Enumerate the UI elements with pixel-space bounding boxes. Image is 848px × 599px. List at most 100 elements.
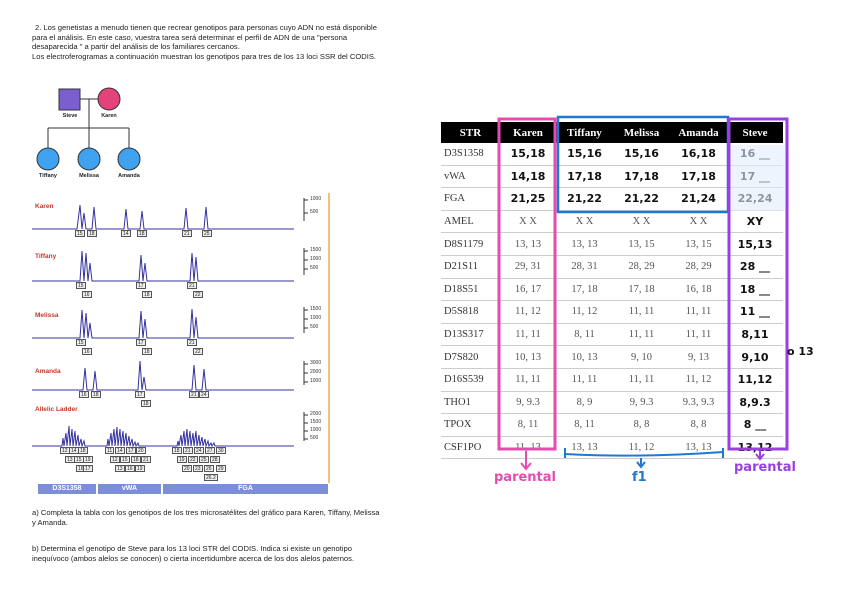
ladder-box: 19 xyxy=(177,456,187,463)
genotype-cell: 11, 12 xyxy=(556,300,613,324)
allele-box: 18 xyxy=(142,348,152,355)
scale-melissa: 1500 1000 500 xyxy=(310,306,322,330)
genotype-cell: 17,18 xyxy=(556,165,613,189)
pedigree-label-tiffany: Tiffany xyxy=(39,173,57,179)
pedigree-label-karen: Karen xyxy=(101,113,117,119)
table-row: CSF1PO 11, 13 13, 13 11, 12 13, 13 13,12 xyxy=(441,436,783,460)
str-locus-cell: TPOX xyxy=(441,413,500,437)
ladder-box: 24 xyxy=(194,447,204,454)
genotype-cell: 8, 9 xyxy=(556,391,613,415)
ladder-box: 22 xyxy=(188,456,198,463)
ladder-box: 13 xyxy=(115,465,125,472)
str-locus-cell: D7S820 xyxy=(441,345,500,369)
pedigree-lines xyxy=(36,87,141,171)
epg-row-label-amanda: Amanda xyxy=(35,368,61,375)
table-header-row: STR Karen Tiffany Melissa Amanda Steve xyxy=(441,122,783,143)
header-str: STR xyxy=(441,122,500,143)
steve-genotype-cell: 28 __ xyxy=(727,255,783,279)
genotype-cell: 11, 11 xyxy=(500,323,556,347)
str-locus-cell: THO1 xyxy=(441,391,500,415)
intro-text: 2. Los genetistas a menudo tienen que re… xyxy=(32,23,380,61)
pedigree: Steve Karen Tiffany Melissa Amanda xyxy=(30,86,190,186)
ladder-box: 17 xyxy=(83,465,93,472)
genotype-cell: 11, 11 xyxy=(556,368,613,392)
epg-row-label-karen: Karen xyxy=(35,203,54,210)
str-locus-cell: D16S539 xyxy=(441,368,500,392)
allele-box: 16 xyxy=(79,391,89,398)
male-square xyxy=(58,88,81,111)
ladder-box: 23 xyxy=(193,465,203,472)
steve-genotype-cell: 11,12 xyxy=(727,368,783,392)
allele-box: 16 xyxy=(82,348,92,355)
genotype-cell: 8, 8 xyxy=(670,413,727,437)
allele-box: 18 xyxy=(137,230,147,237)
ladder-box: 20 xyxy=(182,465,192,472)
ladder-box: 18 xyxy=(78,447,88,454)
ladder-box: 11 xyxy=(105,447,115,454)
table-row: THO1 9, 9.3 8, 9 9, 9.3 9.3, 9.3 8,9.3 xyxy=(441,391,783,415)
genotype-cell: 21,22 xyxy=(613,187,670,211)
table-row: D21S11 29, 31 28, 31 28, 29 28, 29 28 __ xyxy=(441,255,783,279)
genotype-cell: 21,25 xyxy=(500,187,556,211)
genotype-cell: 16,18 xyxy=(670,143,727,166)
ladder-box: 30 xyxy=(216,447,226,454)
genotype-cell: 11, 11 xyxy=(613,323,670,347)
ladder-box: 25 xyxy=(199,456,209,463)
scale-amanda: 3000 2000 1000 xyxy=(310,360,322,384)
genotype-cell: X X xyxy=(670,210,727,234)
steve-genotype-cell: 22,24 xyxy=(727,187,783,211)
female-circle xyxy=(97,87,121,111)
question-a: a) Completa la tabla con los genotipos d… xyxy=(32,508,380,527)
str-locus-cell: D18S51 xyxy=(441,278,500,302)
scale-karen: 1000 500 xyxy=(310,196,322,215)
str-locus-cell: AMEL xyxy=(441,210,500,234)
allele-box: 14 xyxy=(121,230,131,237)
genotype-cell: 11, 12 xyxy=(670,368,727,392)
allele-box: 18 xyxy=(142,291,152,298)
allele-box: 21 xyxy=(187,282,197,289)
genotype-cell: 8, 11 xyxy=(556,413,613,437)
genotype-cell: X X xyxy=(613,210,670,234)
label-parental-karen: parental xyxy=(494,470,557,485)
genotype-cell: 28, 29 xyxy=(613,255,670,279)
genotype-cell: 11, 11 xyxy=(670,300,727,324)
header-steve: Steve xyxy=(727,122,783,143)
str-locus-cell: FGA xyxy=(441,187,500,211)
ladder-box: 21 xyxy=(183,447,193,454)
genotype-cell: 13, 13 xyxy=(556,232,613,256)
steve-genotype-cell: 18 __ xyxy=(727,278,783,302)
ladder-box: 19 xyxy=(83,456,93,463)
genotype-cell: 21,24 xyxy=(670,187,727,211)
pedigree-label-steve: Steve xyxy=(62,113,78,119)
ladder-box: 12 xyxy=(110,456,120,463)
steve-genotype-cell: 8 __ xyxy=(727,413,783,437)
pedigree-label-melissa: Melissa xyxy=(79,173,99,179)
allele-box: 24 xyxy=(199,391,209,398)
ladder-box: 20 xyxy=(136,447,146,454)
genotype-cell: 11, 12 xyxy=(613,436,670,460)
str-locus-cell: D8S1179 xyxy=(441,232,500,256)
genotype-cell: 29, 31 xyxy=(500,255,556,279)
str-locus-cell: vWA xyxy=(441,165,500,189)
ladder-box: 26 xyxy=(204,465,214,472)
allele-box: 22 xyxy=(193,291,203,298)
header-amanda: Amanda xyxy=(670,122,727,143)
allele-box: 17 xyxy=(136,339,146,346)
header-karen: Karen xyxy=(500,122,556,143)
genotype-cell: 15,16 xyxy=(613,143,670,166)
allele-box: 18 xyxy=(141,400,151,407)
steve-genotype-cell: XY xyxy=(727,210,783,234)
ladder-box: 26.2 xyxy=(204,474,218,481)
pedigree-label-amanda: Amanda xyxy=(118,173,140,179)
epg-row-label-tiffany: Tiffany xyxy=(35,253,57,260)
steve-genotype-cell: 8,11 xyxy=(727,323,783,347)
table-row: D16S539 11, 11 11, 11 11, 11 11, 12 11,12 xyxy=(441,368,783,392)
steve-genotype-cell: 15,13 xyxy=(727,232,783,256)
allele-box: 15 xyxy=(75,230,85,237)
allele-box: 15 xyxy=(76,282,86,289)
intro-paragraph-2: Los electroferogramas a continuación mue… xyxy=(32,51,377,61)
d7s820-extra-note: o 13 xyxy=(787,345,814,358)
str-locus-cell: D3S1358 xyxy=(441,143,500,166)
ladder-box: 28 xyxy=(210,456,220,463)
